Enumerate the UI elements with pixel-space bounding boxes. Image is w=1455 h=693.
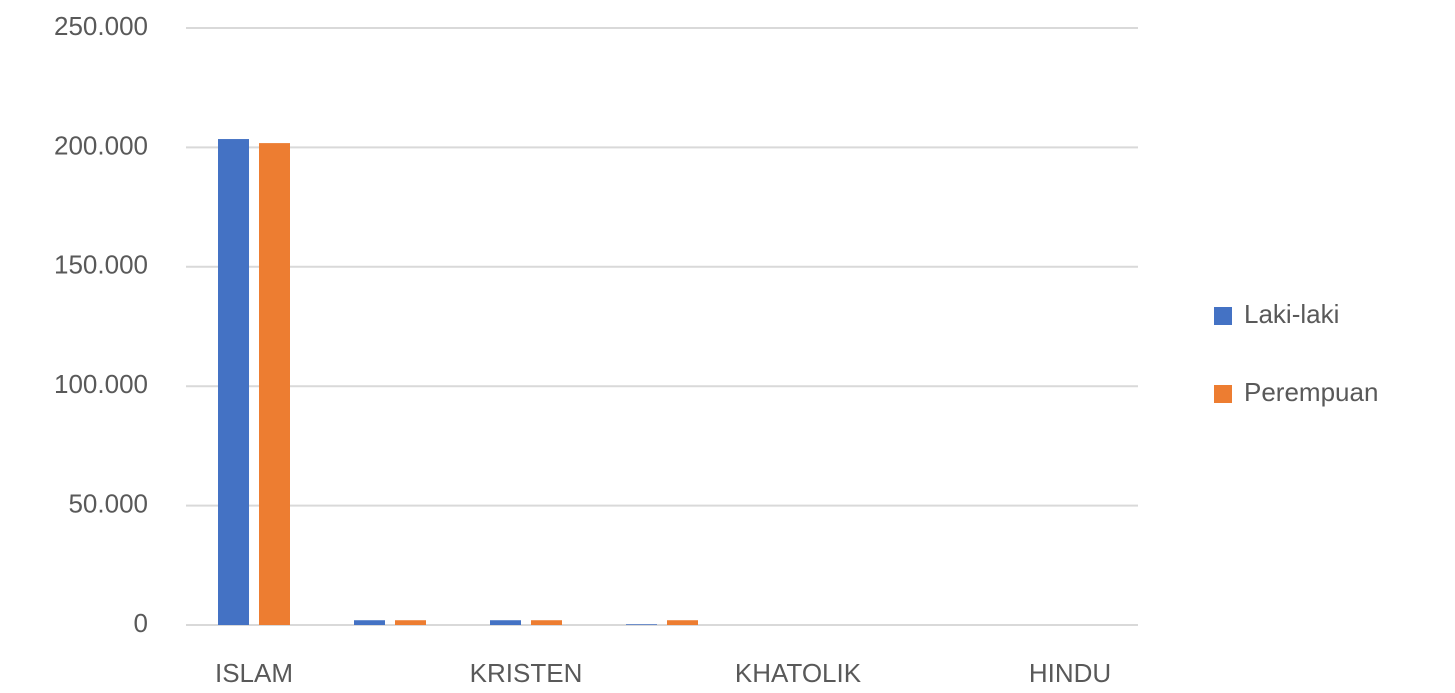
bar <box>259 143 290 625</box>
bar <box>667 620 698 625</box>
x-tick-label: HINDU <box>1029 658 1111 688</box>
y-tick-label: 150.000 <box>54 250 148 280</box>
x-tick-label: ISLAM <box>215 658 293 688</box>
x-tick-label: KHATOLIK <box>735 658 862 688</box>
y-tick-label: 100.000 <box>54 369 148 399</box>
y-tick-label: 200.000 <box>54 130 148 160</box>
bar <box>490 620 521 625</box>
y-tick-label: 50.000 <box>68 488 148 518</box>
bar <box>354 620 385 625</box>
legend-label: Perempuan <box>1244 377 1378 407</box>
x-tick-label: KRISTEN <box>470 658 583 688</box>
y-tick-label: 250.000 <box>54 11 148 41</box>
bar <box>395 620 426 625</box>
bar <box>218 139 249 626</box>
y-tick-label: 0 <box>134 608 148 638</box>
bar <box>531 620 562 625</box>
legend-swatch <box>1214 385 1232 403</box>
legend-swatch <box>1214 307 1232 325</box>
bar <box>626 624 657 625</box>
legend-label: Laki-laki <box>1244 299 1339 329</box>
